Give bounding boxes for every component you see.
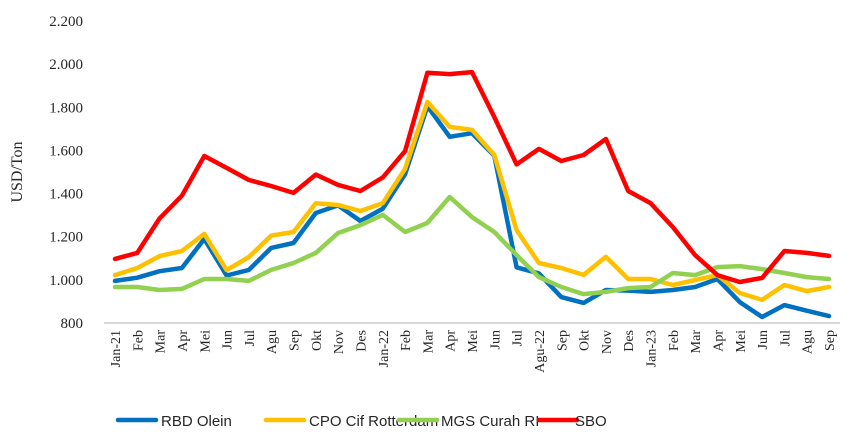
x-tick-label: Agu xyxy=(801,330,816,354)
x-tick-label: Mar xyxy=(421,330,436,354)
x-tick-label: Jan-21 xyxy=(109,330,124,367)
y-axis-label: USD/Ton xyxy=(9,141,26,202)
x-tick-label: Mei xyxy=(734,330,749,353)
legend-item-rbd-olein: RBD Olein xyxy=(115,413,232,430)
x-tick-label: Mei xyxy=(466,330,481,353)
x-tick-label: Okt xyxy=(578,330,593,351)
x-tick-label: Okt xyxy=(310,330,325,351)
series-line-sbo xyxy=(112,69,832,285)
legend-label: CPO Cif Rotterdam xyxy=(309,413,438,430)
y-tick-label: 1.000 xyxy=(49,273,83,289)
x-tick-label: Des xyxy=(354,330,369,352)
y-tick-label: 1.600 xyxy=(49,143,83,159)
legend-label: MGS Curah RI xyxy=(441,413,539,430)
x-tick-label: Jul xyxy=(778,330,793,346)
x-tick-label: Sep xyxy=(555,330,570,351)
x-tick-label: Jun xyxy=(221,330,236,349)
legend-item-mgs-curah-ri: MGS Curah RI xyxy=(396,413,539,430)
x-tick-label: Feb xyxy=(399,330,414,351)
x-tick-label: Mei xyxy=(198,330,213,353)
series-line-rbd-olein xyxy=(112,103,832,320)
x-tick-label: Jun xyxy=(488,330,503,349)
x-tick-label: Sep xyxy=(823,330,838,351)
y-tick-label: 1.200 xyxy=(49,230,83,246)
x-tick-label: Apr xyxy=(711,330,726,352)
x-tick-label: Jan-22 xyxy=(377,330,392,367)
x-tick-label: Sep xyxy=(288,330,303,351)
x-tick-label: Nov xyxy=(332,330,347,354)
x-tick-label: Feb xyxy=(131,330,146,351)
x-tick-label: Jul xyxy=(243,330,258,346)
legend-item-sbo: SBO xyxy=(536,413,607,430)
y-tick-label: 1.800 xyxy=(49,100,83,116)
y-tick-label: 800 xyxy=(61,316,84,332)
x-tick-label: Jun xyxy=(756,330,771,349)
y-tick-label: 2.200 xyxy=(49,14,83,30)
x-tick-label: Agu xyxy=(265,330,280,354)
y-tick-label: 2.000 xyxy=(49,57,83,73)
x-tick-label: Jul xyxy=(511,330,526,346)
x-tick-label: Mar xyxy=(689,330,704,354)
y-tick-label: 1.400 xyxy=(49,187,83,203)
y-axis-ticks: 800 1.000 1.200 1.400 1.600 1.800 2.000 2.200 xyxy=(49,14,83,332)
legend: RBD Olein CPO Cif Rotterdam MGS Curah RI SB… xyxy=(115,413,607,430)
x-tick-label: Mar xyxy=(154,330,169,354)
x-tick-label: Jan-23 xyxy=(645,330,660,367)
series-lines xyxy=(112,69,832,320)
x-tick-label: Des xyxy=(622,330,637,352)
x-tick-label: Apr xyxy=(176,330,191,352)
x-tick-label: Agu-22 xyxy=(533,330,548,373)
legend-label: RBD Olein xyxy=(161,413,232,430)
x-tick-label: Feb xyxy=(667,330,682,351)
legend-item-cpo-cif-rotterdam: CPO Cif Rotterdam xyxy=(263,413,438,430)
x-tick-label: Apr xyxy=(444,330,459,352)
x-tick-label: Nov xyxy=(600,330,615,354)
legend-label: SBO xyxy=(575,413,607,430)
x-axis-ticks: Jan-21 Feb Mar Apr Mei Jun Jul Agu Sep Okt Nov Des J… xyxy=(109,330,838,373)
